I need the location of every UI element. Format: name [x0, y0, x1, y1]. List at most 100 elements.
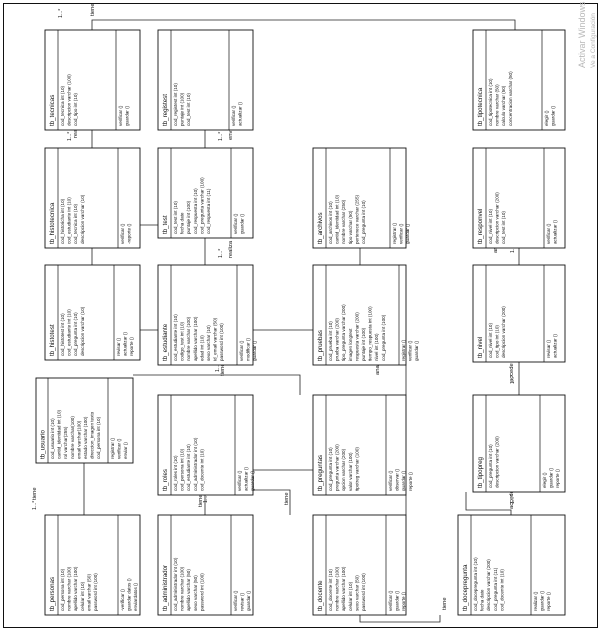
- attribute-text: opcion varchar (200): [341, 448, 346, 491]
- method-text: actualizar (): [123, 332, 128, 356]
- method-text: observar (): [395, 468, 400, 491]
- attribute-text: nivel int (100): [374, 333, 379, 361]
- relation-multiplicity: 1...*: [218, 132, 224, 141]
- attribute-text: cod_respuesta int (10): [193, 188, 198, 234]
- attribute-text: cod_usuario int (10): [50, 418, 55, 459]
- method-text: guardar (): [401, 470, 406, 491]
- method-text: verificar (): [239, 340, 244, 361]
- diagram-frame: [3, 3, 598, 628]
- attribute-text: cod_pregunta int (11): [493, 567, 498, 611]
- method-text: reporte (): [129, 337, 134, 356]
- activation-watermark: Activar Windows Ve a Configuración: [577, 1, 597, 68]
- relation-label: accede: [509, 490, 515, 509]
- attribute-text: calculo varchar (50): [501, 85, 506, 126]
- attribute-text: cod_respuesta int (11): [206, 188, 211, 234]
- method-text: registrar (): [392, 222, 397, 244]
- attribute-text: cod_administrador int (10): [173, 557, 178, 611]
- attribute-text: cod_persona int (10): [96, 416, 101, 459]
- class-name: tb_tipopreg: [477, 456, 484, 488]
- method-text: guardar (): [240, 213, 245, 234]
- class-box-outline: [44, 514, 141, 616]
- attribute-text: puntaje int (100): [186, 200, 191, 234]
- method-text: actualizar (): [244, 467, 249, 491]
- relation-multiplicity: 1...*: [58, 9, 64, 18]
- attribute-text: password int (100): [199, 573, 204, 611]
- attribute-text: cod_pregunta int (10): [361, 200, 366, 244]
- class-box-outline: [44, 147, 141, 249]
- method-text: reporte (): [555, 469, 560, 488]
- attribute-text: password int (100): [361, 573, 366, 611]
- attribute-text: descripcion varchar (200): [495, 436, 500, 488]
- attribute-text: cod_persona int (10): [180, 448, 185, 491]
- attribute-text: respuesta varchar (200): [354, 312, 359, 361]
- class-box-outline: [157, 394, 254, 496]
- attribute-text: pregunta varchar (200): [335, 444, 340, 491]
- attribute-text: cod_historicha int (10): [60, 198, 65, 244]
- class-name: tb_estudiante: [162, 323, 169, 361]
- attribute-text: cod_tecnica int (10): [73, 203, 78, 244]
- attribute-text: rol varchar(255): [63, 426, 68, 459]
- class-tb-tipotecnica: tb_tipotecnica cod_tipotecnica int (10) no…: [472, 29, 566, 131]
- class-box-outline: [44, 29, 141, 131]
- class-name: tb_test: [162, 215, 169, 234]
- attribute-text: cod_pregunta int (100): [381, 314, 386, 361]
- attribute-text: cod_docepregunta int (10): [473, 557, 478, 611]
- class-tb-histotest: tb_histotest cod_histotest int (10) cod_es…: [44, 264, 141, 361]
- attribute-text: prueba varchar (200): [335, 318, 340, 361]
- attribute-text: cod_registest int (10): [173, 83, 178, 126]
- class-name: tb_personas: [49, 577, 56, 611]
- attribute-text: apellido varchar (50): [186, 569, 191, 611]
- method-text: realizar (): [533, 591, 538, 611]
- class-box-outline: [157, 514, 254, 616]
- attribute-text: tipo_pregunta varchar (200): [341, 304, 346, 361]
- relation-multiplicity: 1...*: [32, 501, 38, 510]
- attribute-text: cod_prueba int (10): [328, 321, 333, 361]
- relation-label: realiza: [228, 240, 234, 258]
- attribute-text: cod_tipo int (10): [73, 93, 78, 126]
- attribute-text: cod_test int (10): [501, 211, 506, 244]
- relation-multiplicity: 1...*: [510, 375, 516, 384]
- attribute-text: sexo varchar (50): [193, 575, 198, 611]
- attribute-text: password int (100): [219, 323, 224, 361]
- relation-label: tiene: [442, 597, 448, 610]
- class-box-outline: [312, 147, 407, 249]
- class-tb-usuario: tb_usuario cod_usuario int (10) cantid_ide…: [35, 377, 134, 464]
- class-tb-administrador: tb_administrador cod_administrador int (1…: [157, 514, 254, 616]
- method-text: guardar (): [252, 340, 257, 361]
- method-text: -reporte (): [127, 223, 132, 244]
- relation-label: accede: [509, 363, 515, 382]
- method-text: verificar (): [546, 223, 551, 244]
- class-name: tb_histotecnica: [49, 202, 56, 244]
- attribute-text: cod_roles int (10): [173, 455, 178, 491]
- class-box-outline: [472, 29, 566, 131]
- attribute-text: cod_archivos int (10): [328, 201, 333, 244]
- attribute-text: cod_pregunta int (10): [73, 312, 78, 356]
- relation-label: tiene: [32, 487, 38, 500]
- class-box-outline: [157, 29, 254, 131]
- watermark-line1: Activar Windows: [577, 1, 587, 68]
- relation-label: envia: [228, 125, 234, 140]
- method-text: guardar (): [250, 470, 255, 491]
- method-text: guardar (): [246, 590, 251, 611]
- class-box-outline: [472, 147, 566, 249]
- attribute-text: cantid_identidad int (10): [335, 194, 340, 244]
- attribute-text: tiempo_respuesta int (100): [368, 306, 373, 361]
- relation-label: tiene: [90, 3, 96, 16]
- class-name: tb_docepregunta: [462, 564, 469, 611]
- attribute-text: nombre varchar (250): [341, 199, 346, 244]
- relation-label: tiene: [198, 494, 204, 507]
- attribute-text: descripcion varchar (10): [80, 194, 85, 244]
- class-box-outline: [312, 264, 407, 366]
- attribute-text: cod_histotest int (10): [60, 313, 65, 356]
- method-text: modificar (): [246, 338, 251, 361]
- attribute-text: cod_pregunta int (10): [328, 447, 333, 491]
- attribute-text: estado varchar (100): [83, 416, 88, 459]
- class-tb-registest: tb_registest cod_registest int (10) puntaj…: [157, 29, 254, 131]
- relationship-line: [465, 492, 512, 515]
- class-tb-roles: tb_roles cod_roles int (10) cod_persona in…: [157, 394, 255, 496]
- attribute-text: nombre varchar (100): [67, 566, 72, 611]
- attribute-text: cod_pregunta varchar (100): [199, 177, 204, 234]
- method-text: reporte (): [401, 592, 406, 611]
- class-name: tb_histotest: [49, 324, 56, 356]
- relationship-lines: [83, 19, 520, 623]
